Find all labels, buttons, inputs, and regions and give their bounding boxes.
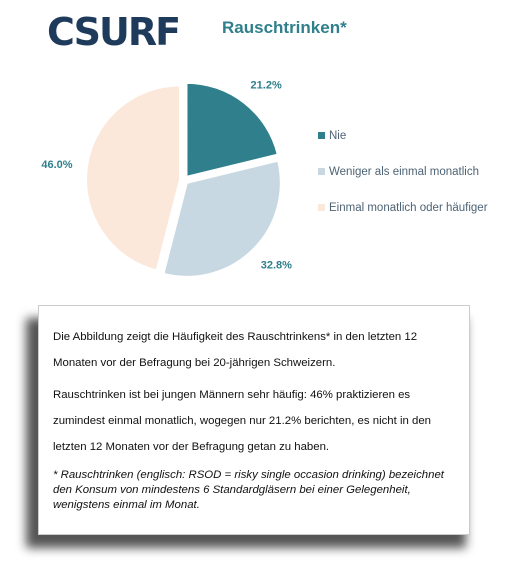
legend-label: Weniger als einmal monatlich — [329, 166, 479, 178]
pie-chart: 21.2% 32.8% 46.0% — [41, 80, 292, 278]
paragraph: Rauschtrinken ist bei jungen Männern seh… — [53, 389, 432, 453]
value-label: 46.0% — [41, 159, 72, 171]
note-box: Die Abbildung zeigt die Häufigkeit des R… — [38, 305, 470, 535]
legend-label: Nie — [329, 130, 347, 142]
legend-swatch — [318, 132, 325, 139]
logo: CSURF — [47, 10, 181, 54]
legend-swatch — [318, 168, 325, 175]
pie-slice — [185, 81, 280, 179]
value-label: 32.8% — [261, 259, 292, 271]
legend-item: Nie — [318, 128, 493, 144]
paragraph: Die Abbildung zeigt die Häufigkeit des R… — [53, 331, 418, 369]
pie-slice — [162, 159, 282, 278]
legend: Nie Weniger als einmal monatlich Einmal mo… — [318, 128, 493, 236]
legend-label: Einmal monatlich oder häufiger — [329, 202, 488, 214]
legend-item: Einmal monatlich oder häufiger — [318, 200, 493, 216]
legend-swatch — [318, 204, 325, 211]
value-label: 21.2% — [251, 80, 282, 92]
chart-title: Rauschtrinken* — [222, 18, 347, 37]
legend-item: Weniger als einmal monatlich — [318, 164, 493, 180]
pie-slice — [85, 84, 182, 272]
footnote: * Rauschtrinken (englisch: RSOD = risky … — [53, 469, 444, 511]
